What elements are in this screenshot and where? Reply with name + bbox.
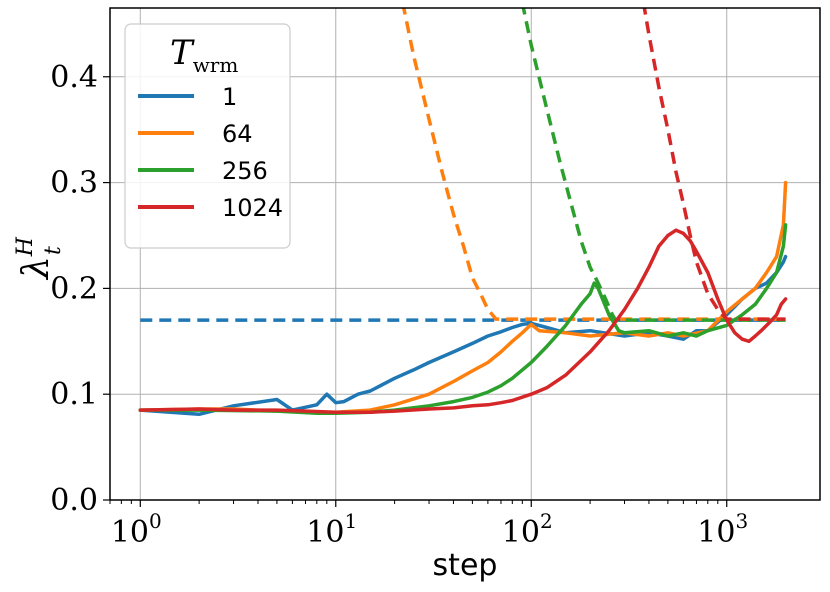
y-axis-title: λH t: [13, 236, 66, 281]
y-tick-label: 0.2: [50, 271, 98, 306]
legend-box: [124, 23, 291, 249]
y-tick-label: 0.0: [50, 483, 98, 518]
x-tick-exp: 3: [735, 509, 748, 533]
legend: Twrm 1 64 256 1024: [124, 23, 291, 249]
series-line-1024: [138, 228, 788, 414]
x-tick-base: 10: [502, 515, 540, 550]
legend-title-sub: wrm: [193, 53, 239, 77]
x-tick-label: 103: [697, 509, 748, 550]
series-reference-256: [521, 8, 786, 322]
legend-label: 64: [222, 120, 253, 148]
svg-text:λHt: λH t: [13, 236, 66, 281]
legend-title-main: T: [170, 33, 195, 73]
y-axis-title-sup: H: [13, 236, 38, 257]
x-tick-base: 10: [697, 515, 735, 550]
y-tick-label: 0.1: [50, 377, 98, 412]
x-axis-title: step: [433, 548, 498, 583]
x-tick-label: 102: [502, 509, 553, 550]
series-reference-1024: [642, 8, 786, 321]
legend-title: Twrm: [170, 33, 238, 77]
x-tick-base: 10: [306, 515, 344, 550]
x-tick-label: 100: [111, 509, 162, 550]
x-tick-exp: 2: [540, 509, 553, 533]
x-tick-exp: 1: [344, 509, 357, 533]
series-reference-64: [402, 8, 786, 321]
y-axis-title-sub: t: [41, 246, 66, 255]
x-tick-base: 10: [111, 515, 149, 550]
legend-label: 256: [222, 157, 268, 185]
legend-entries: 1 64 256 1024: [138, 83, 283, 222]
legend-label: 1024: [222, 194, 283, 222]
series-clip-group: [138, 8, 788, 417]
y-tick-label: 0.3: [50, 166, 98, 201]
x-tick-label: 101: [306, 509, 357, 550]
series-layer: [138, 8, 788, 417]
x-tick-exp: 0: [149, 509, 162, 533]
y-axis-title-base: λ: [16, 256, 57, 281]
y-tick-label: 0.4: [50, 60, 98, 95]
legend-label: 1: [222, 83, 237, 111]
plot-frame: [109, 7, 821, 501]
